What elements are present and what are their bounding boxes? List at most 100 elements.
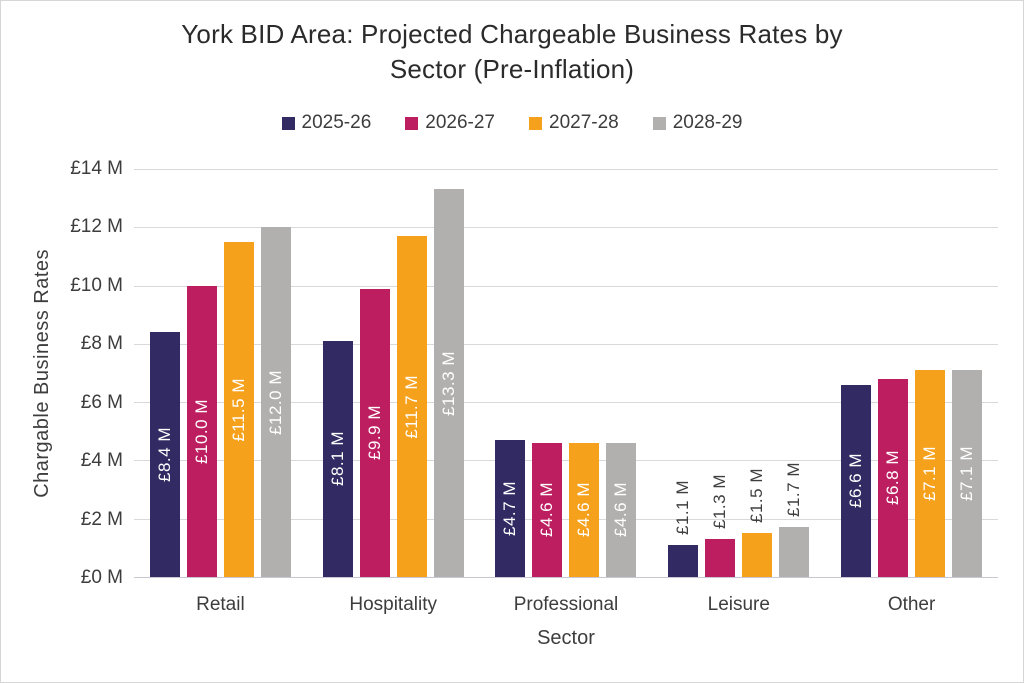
bar-value-text: £9.9 M [364, 405, 384, 461]
bar-value-label: £7.1 M [952, 370, 982, 577]
bar-value-label: £4.6 M [532, 443, 562, 577]
bar: £8.4 M [149, 332, 180, 577]
gridline [134, 402, 998, 404]
y-tick-label: £2 M [80, 508, 123, 530]
legend-label: 2025-26 [301, 112, 372, 133]
bar-value-label: £6.8 M [878, 379, 908, 577]
bar-group-leisure: £1.1 M £1.3 M £1.5 M £1.7 M [652, 169, 825, 577]
legend-item: 2028-29 [652, 112, 743, 134]
bar-value-text: £1.5 M [747, 468, 767, 524]
bar-value-text: £7.1 M [920, 446, 940, 502]
legend-swatch-icon [281, 116, 295, 130]
bar-value-text: £12.0 M [265, 369, 285, 435]
y-tick-label: £8 M [80, 333, 123, 355]
bar-value-text: £11.7 M [401, 374, 421, 439]
bar: £9.9 M [359, 288, 390, 578]
x-axis-labels: Retail Hospitality Professional Leisure Othe… [134, 594, 998, 616]
chart-title: York BID Area: Projected Chargeable Busi… [1, 17, 1023, 87]
plot-area: £8.4 M £10.0 M £11.5 M £12.0 M £8.1 M £9.9 M £… [134, 169, 998, 578]
y-tick-label: £0 M [80, 567, 123, 588]
gridline [134, 169, 998, 170]
bar-group-professional: £4.7 M £4.6 M £4.6 M £4.6 M [480, 169, 653, 577]
bar-value-label: £10.0 M [187, 286, 217, 577]
bar: £1.5 M [742, 468, 773, 577]
legend-label: 2026-27 [425, 112, 495, 133]
x-category-label: Leisure [707, 594, 770, 615]
bar-value-label: £4.6 M [569, 443, 599, 577]
bar-group-other: £6.6 M £6.8 M £7.1 M £7.1 M [825, 169, 998, 577]
bar-value-label: £4.7 M [495, 440, 525, 577]
bar-value-text: £6.6 M [846, 453, 866, 509]
bar-value-text: £13.3 M [438, 350, 458, 416]
bar-value-label: £9.9 M [360, 289, 390, 578]
legend-item: 2026-27 [405, 112, 495, 134]
bar-group-hospitality: £8.1 M £9.9 M £11.7 M £13.3 M [307, 169, 480, 577]
bar: £7.1 M [952, 370, 983, 577]
legend: 2025-26 2026-27 2027-28 2028-29 [1, 112, 1023, 134]
bar: £4.6 M [606, 442, 637, 577]
bar-value-label: £8.4 M [150, 332, 180, 577]
bar: £11.7 M [396, 236, 427, 577]
gridline [134, 285, 998, 287]
bar: £12.0 M [260, 227, 291, 577]
bar: £8.1 M [322, 340, 353, 577]
legend-swatch-icon [529, 116, 542, 130]
chart-title-line-2: Sector (Pre-Inflation) [389, 54, 635, 84]
bar-groups: £8.4 M £10.0 M £11.5 M £12.0 M £8.1 M £9.9 M £… [134, 169, 998, 577]
bar-value-label: £1.3 M [705, 474, 735, 529]
bar: £6.8 M [878, 378, 909, 577]
bar-value-text: £4.6 M [537, 482, 557, 538]
bar-group-retail: £8.4 M £10.0 M £11.5 M £12.0 M [134, 169, 307, 577]
gridline [134, 227, 998, 229]
bar-value-text: £4.7 M [500, 481, 520, 536]
bar-value-text: £8.4 M [154, 427, 174, 483]
bar-value-text: £10.0 M [191, 398, 211, 464]
bar: £1.1 M [668, 480, 699, 577]
bar-value-text: £4.6 M [611, 482, 631, 538]
x-category-label: Other [887, 594, 936, 615]
y-tick-label: £4 M [80, 450, 123, 472]
x-axis-title: Sector [537, 627, 595, 649]
legend-item: 2025-26 [281, 112, 372, 134]
bar-value-label: £8.1 M [323, 341, 353, 577]
bar: £10.0 M [186, 285, 217, 577]
bar: £11.5 M [223, 241, 254, 577]
bar-value-label: £4.6 M [606, 443, 636, 577]
y-axis-ticks: £0 M £2 M £4 M £6 M £8 M £10 M £12 M £14 M [1, 158, 123, 588]
bar: £4.6 M [532, 442, 563, 577]
y-tick-label: £10 M [70, 274, 123, 296]
x-category-label: Hospitality [349, 594, 438, 615]
bar-value-label: £11.7 M [397, 236, 427, 577]
chart-title-line-1: York BID Area: Projected Chargeable Busi… [181, 19, 843, 49]
bar: £13.3 M [433, 189, 464, 577]
gridline [134, 343, 998, 345]
bar: £1.3 M [705, 474, 736, 577]
bar-value-text: £1.3 M [710, 474, 730, 530]
x-category-label: Professional [513, 594, 619, 615]
bar-value-label: £6.6 M [841, 385, 871, 577]
y-tick-label: £12 M [70, 216, 123, 238]
bar: £4.7 M [495, 440, 526, 577]
bar-value-label: £1.7 M [779, 462, 809, 517]
bar-value-label: £12.0 M [261, 227, 291, 577]
bar-value-text: £4.6 M [574, 482, 594, 538]
legend-label: 2027-28 [549, 112, 619, 133]
y-tick-label: £14 M [70, 158, 123, 179]
y-tick-label: £6 M [80, 391, 123, 413]
bar-value-label: £7.1 M [915, 370, 945, 577]
legend-item: 2027-28 [529, 112, 619, 134]
bar: £4.6 M [569, 442, 600, 577]
bar-value-label: £1.5 M [742, 468, 772, 523]
bar-value-text: £1.7 M [784, 462, 804, 518]
bar-value-label: £13.3 M [434, 189, 464, 577]
bar: £1.7 M [779, 462, 810, 577]
bar: £6.6 M [841, 384, 872, 577]
legend-label: 2028-29 [672, 112, 743, 133]
bar: £7.1 M [915, 370, 946, 577]
legend-swatch-icon [652, 116, 666, 130]
bar-value-label: £11.5 M [224, 242, 254, 577]
x-category-label: Retail [196, 594, 245, 615]
gridline [134, 460, 998, 462]
legend-swatch-icon [405, 116, 419, 130]
bar-value-text: £8.1 M [327, 431, 347, 487]
